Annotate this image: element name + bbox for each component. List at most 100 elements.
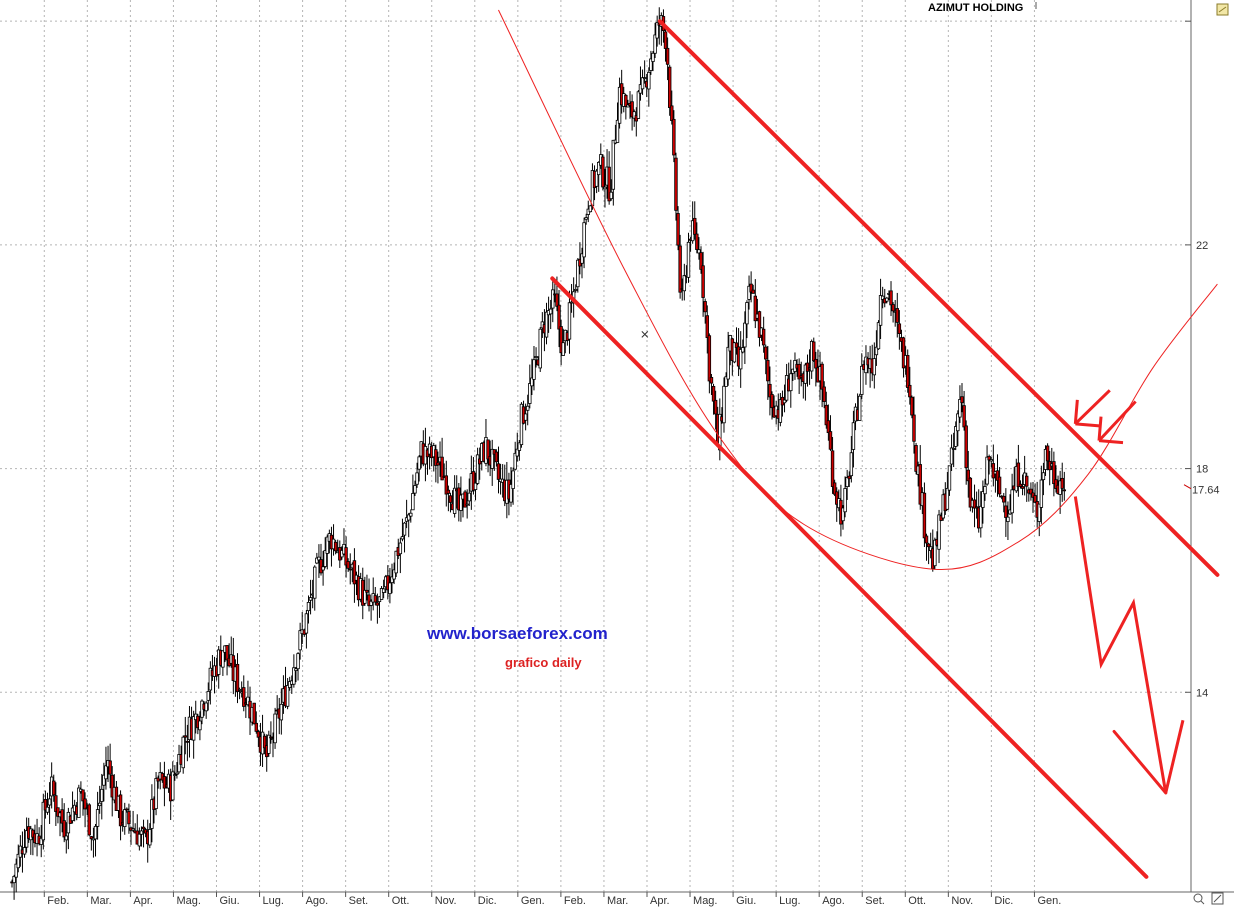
candle	[885, 296, 889, 304]
candle-body	[97, 802, 102, 807]
candle	[45, 792, 50, 815]
candle-body	[62, 820, 66, 838]
candle-body	[323, 550, 327, 567]
candle	[319, 543, 323, 576]
candle-body	[761, 328, 766, 346]
candle-body	[803, 364, 808, 384]
candle	[254, 711, 258, 734]
candle	[313, 565, 317, 611]
candle	[173, 765, 177, 781]
candle	[872, 342, 877, 389]
candle-body	[465, 503, 469, 506]
candle-body	[914, 445, 918, 472]
candle-body	[989, 459, 993, 462]
candle	[104, 746, 108, 790]
candle-body	[162, 776, 167, 789]
candle-body	[373, 595, 377, 603]
candle-body	[766, 359, 770, 382]
candle-body	[390, 576, 394, 583]
candle	[198, 711, 202, 741]
candle-body	[254, 722, 258, 732]
candle-body	[901, 337, 906, 369]
candle-body	[897, 323, 902, 335]
candle-body	[532, 359, 536, 380]
candle	[1031, 481, 1035, 513]
candle-body	[306, 601, 311, 612]
candle	[388, 567, 392, 604]
candle-body	[64, 835, 68, 841]
candle	[822, 381, 826, 409]
candle-body	[379, 588, 384, 600]
candle	[983, 478, 987, 501]
candle-body	[945, 487, 950, 510]
candle	[966, 450, 970, 498]
candle	[701, 251, 705, 317]
candle	[826, 404, 831, 441]
candle-body	[743, 322, 747, 348]
candle	[139, 826, 144, 847]
candle-body	[1031, 492, 1035, 498]
candle-body	[647, 71, 651, 90]
upper-channel-line	[657, 19, 1220, 577]
candle-body	[908, 384, 912, 398]
candle-body	[922, 492, 927, 539]
candle	[252, 702, 256, 725]
candle-body	[530, 377, 534, 387]
candle	[958, 385, 962, 423]
candle	[707, 333, 712, 394]
candle-body	[473, 482, 478, 490]
candle-body	[467, 492, 471, 502]
candle	[663, 28, 668, 62]
candle-body	[640, 77, 645, 90]
candle-body	[150, 799, 154, 829]
candle-body	[576, 259, 580, 288]
candle	[392, 562, 396, 585]
candle	[381, 579, 386, 599]
candle-body	[709, 377, 714, 384]
candle	[766, 345, 770, 400]
candle-body	[551, 289, 555, 309]
candle-body	[770, 394, 774, 409]
settings-icon[interactable]	[1216, 3, 1229, 16]
candle	[523, 403, 528, 431]
candle	[131, 810, 135, 832]
candle	[93, 824, 98, 857]
candle	[41, 793, 46, 850]
candle	[617, 77, 622, 129]
candle	[584, 213, 588, 225]
candle	[768, 366, 772, 416]
candle	[191, 710, 196, 759]
candle-body	[440, 456, 444, 481]
candle-body	[624, 94, 628, 107]
candle	[394, 550, 398, 578]
candle-body	[983, 486, 987, 495]
candle-body	[933, 539, 937, 567]
zoom-icon[interactable]	[1193, 893, 1205, 905]
candle-body	[895, 308, 899, 323]
candle	[323, 537, 327, 569]
candle-body	[1006, 516, 1010, 522]
resize-icon[interactable]	[1211, 892, 1224, 905]
candle	[83, 792, 87, 828]
candle-body	[256, 731, 261, 738]
candle-body	[651, 52, 655, 62]
candle-body	[826, 420, 831, 434]
candle	[895, 292, 899, 338]
candle	[415, 462, 419, 488]
candle-body	[285, 685, 290, 707]
candle-body	[125, 808, 129, 811]
candle	[402, 521, 407, 553]
candle-body	[110, 774, 114, 798]
x-tick-label: Dic.	[994, 895, 1013, 907]
candle-body	[974, 506, 979, 509]
chart-title: AZIMUT HOLDING	[928, 2, 1023, 14]
candle	[296, 652, 300, 681]
candle	[269, 721, 273, 744]
candle-body	[1052, 461, 1056, 485]
candle	[185, 724, 190, 762]
candle-body	[434, 449, 438, 466]
candle	[1045, 443, 1050, 471]
candle-body	[242, 687, 246, 707]
